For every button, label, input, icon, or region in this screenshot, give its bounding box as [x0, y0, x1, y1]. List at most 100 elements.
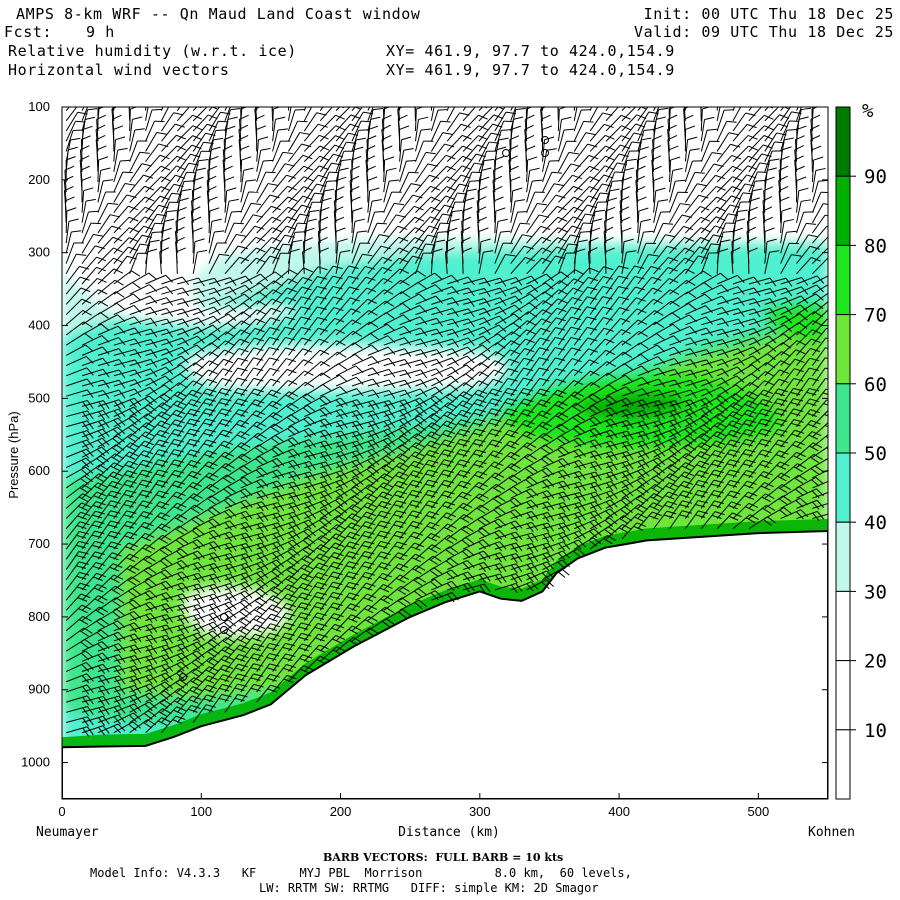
wind-barb	[288, 582, 313, 601]
wind-barb	[129, 489, 153, 509]
wind-barb	[208, 451, 235, 468]
wind-barb	[288, 154, 313, 173]
wind-barb	[129, 234, 152, 254]
wind-barb	[176, 153, 201, 173]
wind-barb	[129, 692, 158, 703]
wind-barb	[288, 643, 312, 662]
colorbar-tick-label: 70	[864, 305, 887, 327]
wind-barb	[367, 211, 385, 234]
wind-barb	[367, 530, 391, 550]
wind-barb	[113, 281, 141, 295]
wind-barb	[97, 167, 111, 193]
wind-barb	[335, 603, 360, 621]
wind-barb	[256, 183, 278, 203]
wind-barb	[192, 472, 219, 489]
wind-barb	[65, 120, 86, 142]
wind-barb	[223, 135, 234, 162]
wind-barb	[113, 369, 142, 379]
wind-barb	[161, 308, 189, 318]
wind-barb	[303, 296, 327, 315]
wind-barb	[319, 340, 346, 356]
wind-barb	[192, 315, 221, 326]
wind-barb	[81, 187, 94, 213]
wind-barb	[303, 276, 328, 295]
wind-barb	[113, 379, 142, 388]
wind-barb	[272, 664, 296, 683]
wind-barb	[97, 389, 126, 399]
wind-barb	[65, 276, 90, 295]
wind-barb	[145, 338, 174, 348]
colorbar-bin	[835, 521, 851, 592]
wind-barb	[81, 706, 110, 717]
wind-barb	[97, 291, 125, 305]
wind-barb	[288, 326, 312, 346]
wind-barb	[318, 216, 329, 244]
wind-barb	[256, 298, 282, 315]
wind-barb	[129, 295, 158, 305]
y-tick-label: 800	[28, 609, 50, 624]
wind-barb	[319, 623, 345, 642]
wind-barb	[65, 332, 94, 346]
wind-barb	[256, 412, 283, 428]
wind-barb	[81, 357, 110, 367]
wind-barb	[176, 171, 197, 193]
colorbar-tick-label: 10	[864, 720, 887, 742]
wind-barb	[207, 165, 218, 193]
wind-barb	[272, 234, 295, 254]
wind-barb	[113, 470, 138, 489]
wind-barb	[161, 419, 185, 438]
wind-barb	[320, 440, 348, 452]
wind-barb	[319, 497, 348, 509]
wind-barb	[65, 561, 89, 581]
wind-barb	[319, 602, 344, 621]
wind-barb	[97, 247, 123, 264]
wind-barb	[319, 533, 346, 550]
wind-barb	[113, 136, 126, 162]
wind-barb	[193, 277, 221, 287]
wind-barb	[81, 530, 105, 550]
wind-barb	[351, 521, 376, 540]
wind-barb	[240, 327, 265, 346]
wind-barb	[113, 359, 142, 369]
wind-barb	[81, 210, 99, 234]
wind-barb	[334, 186, 345, 213]
wind-barb	[320, 488, 348, 499]
wind-barb	[288, 286, 312, 305]
wind-barb	[176, 107, 181, 111]
wind-barb	[79, 145, 90, 172]
wind-barb	[224, 302, 252, 316]
wind-barb	[288, 481, 316, 492]
wind-barb	[224, 653, 249, 672]
wind-barb	[319, 275, 343, 295]
wind-barb	[288, 120, 308, 142]
wind-barb	[192, 630, 221, 642]
forecast-label: Fcst:	[4, 23, 53, 41]
wind-barb	[112, 107, 115, 121]
wind-barb	[335, 265, 359, 285]
wind-barb	[177, 561, 205, 572]
wind-barb	[145, 681, 173, 693]
wind-barb	[176, 206, 187, 234]
wind-barb	[113, 293, 142, 305]
field-name-rh: Relative humidity (w.r.t. ice)	[8, 42, 297, 60]
wind-barb	[318, 247, 329, 274]
wind-barb	[81, 323, 110, 336]
wind-barb	[129, 174, 154, 193]
wind-barb	[113, 587, 141, 601]
wind-barb	[97, 530, 121, 550]
wind-barb	[64, 165, 75, 193]
wind-barb	[129, 306, 158, 316]
wind-barb	[319, 125, 346, 142]
wind-barb	[367, 176, 378, 203]
wind-barb	[351, 378, 380, 388]
wind-barb	[97, 685, 126, 696]
wind-barb	[303, 612, 327, 632]
wind-barb	[303, 107, 313, 122]
wind-barb	[224, 222, 245, 244]
wind-barb	[96, 145, 107, 172]
wind-barb	[65, 530, 90, 550]
wind-barb	[288, 267, 313, 285]
wind-barb	[351, 420, 380, 431]
wind-barb	[256, 227, 282, 244]
wind-barb	[177, 516, 205, 530]
